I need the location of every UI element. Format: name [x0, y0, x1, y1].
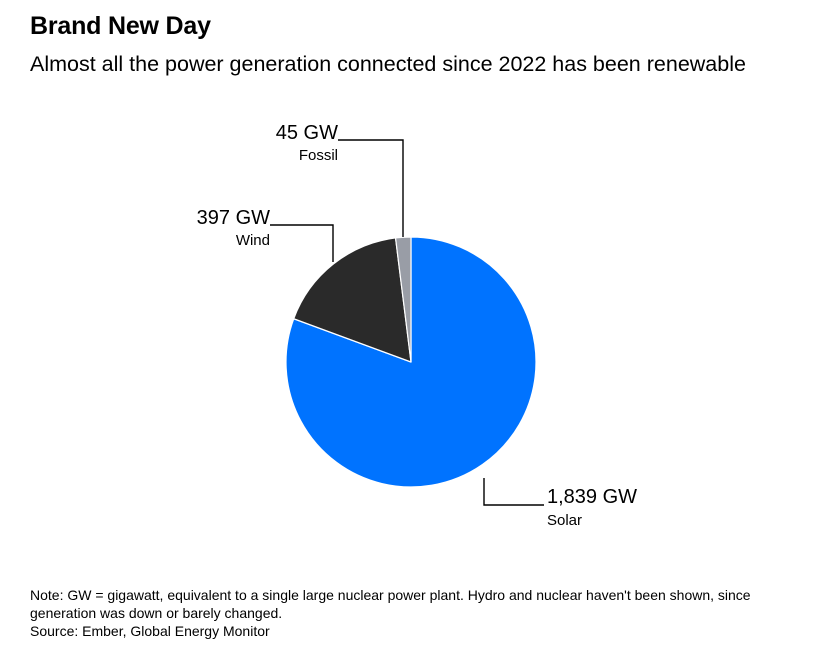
pie-slices [285, 236, 537, 488]
slice-value-label-fossil: 45 GW [276, 122, 338, 144]
leader-line-wind [270, 224, 334, 262]
slice-name-label-wind: Wind [236, 232, 270, 249]
footer-note: Note: GW = gigawatt, equivalent to a sin… [30, 587, 751, 621]
chart-title: Brand New Day [30, 12, 211, 40]
pie-slice-wind [293, 237, 412, 363]
slice-value-label-solar: 1,839 GW [547, 486, 637, 508]
chart-subtitle: Almost all the power generation connecte… [30, 52, 746, 76]
pie-chart: 1,839 GW Solar 397 GW Wind 45 GW Fossil [197, 122, 638, 529]
slice-value-label-wind: 397 GW [197, 207, 270, 229]
slice-name-label-solar: Solar [547, 512, 582, 529]
pie-slice-fossil [394, 236, 412, 363]
chart-footer: Note: GW = gigawatt, equivalent to a sin… [30, 586, 810, 640]
leader-line-solar [483, 478, 544, 506]
leader-line-fossil [338, 139, 404, 237]
footer-source: Source: Ember, Global Energy Monitor [30, 623, 270, 639]
slice-labels: 1,839 GW Solar 397 GW Wind 45 GW Fossil [197, 122, 638, 529]
slice-name-label-fossil: Fossil [299, 147, 338, 164]
leader-lines [270, 139, 544, 506]
